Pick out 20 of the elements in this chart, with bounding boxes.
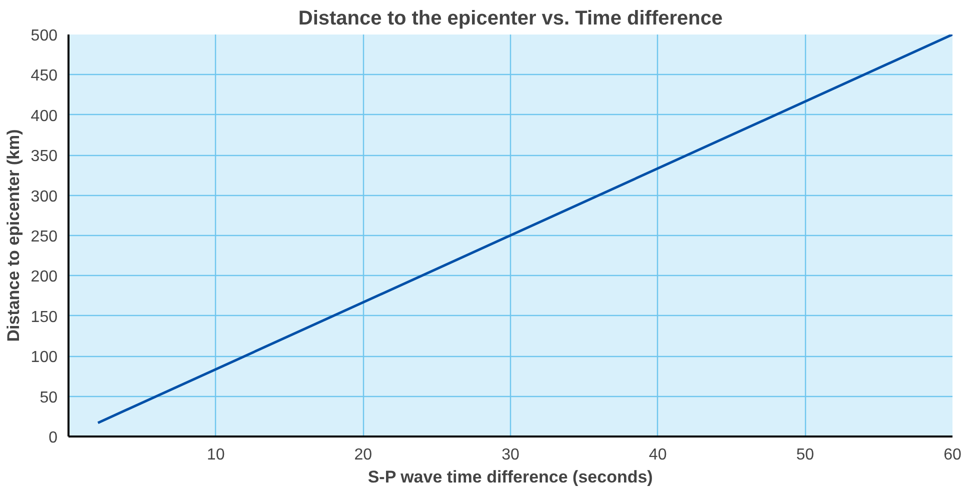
y-tick-label: 150: [30, 308, 58, 326]
y-tick-label: 400: [30, 108, 58, 125]
x-tick-label: 20: [354, 446, 372, 464]
y-tick-label: 350: [30, 148, 58, 166]
y-tick-label: 450: [30, 68, 58, 85]
x-tick-label: 40: [648, 446, 667, 464]
y-tick-label: 500: [30, 28, 58, 44]
y-tick-label: 100: [30, 349, 58, 366]
y-tick-label: 250: [30, 228, 58, 246]
y-tick-label: 0: [48, 430, 58, 446]
y-tick-label: 200: [30, 268, 58, 286]
x-tick-label: 50: [796, 446, 814, 464]
x-tick-label: 60: [944, 446, 962, 464]
x-tick-label: 30: [502, 446, 520, 464]
x-axis-title: S-P wave time difference (seconds): [368, 468, 653, 486]
chart-title: Distance to the epicenter vs. Time difference: [298, 8, 723, 30]
y-axis-title: Distance to epicenter (km): [4, 129, 23, 342]
x-tick-label: 10: [206, 446, 225, 464]
y-tick-label: 300: [30, 188, 58, 206]
y-tick-label: 50: [40, 389, 58, 406]
